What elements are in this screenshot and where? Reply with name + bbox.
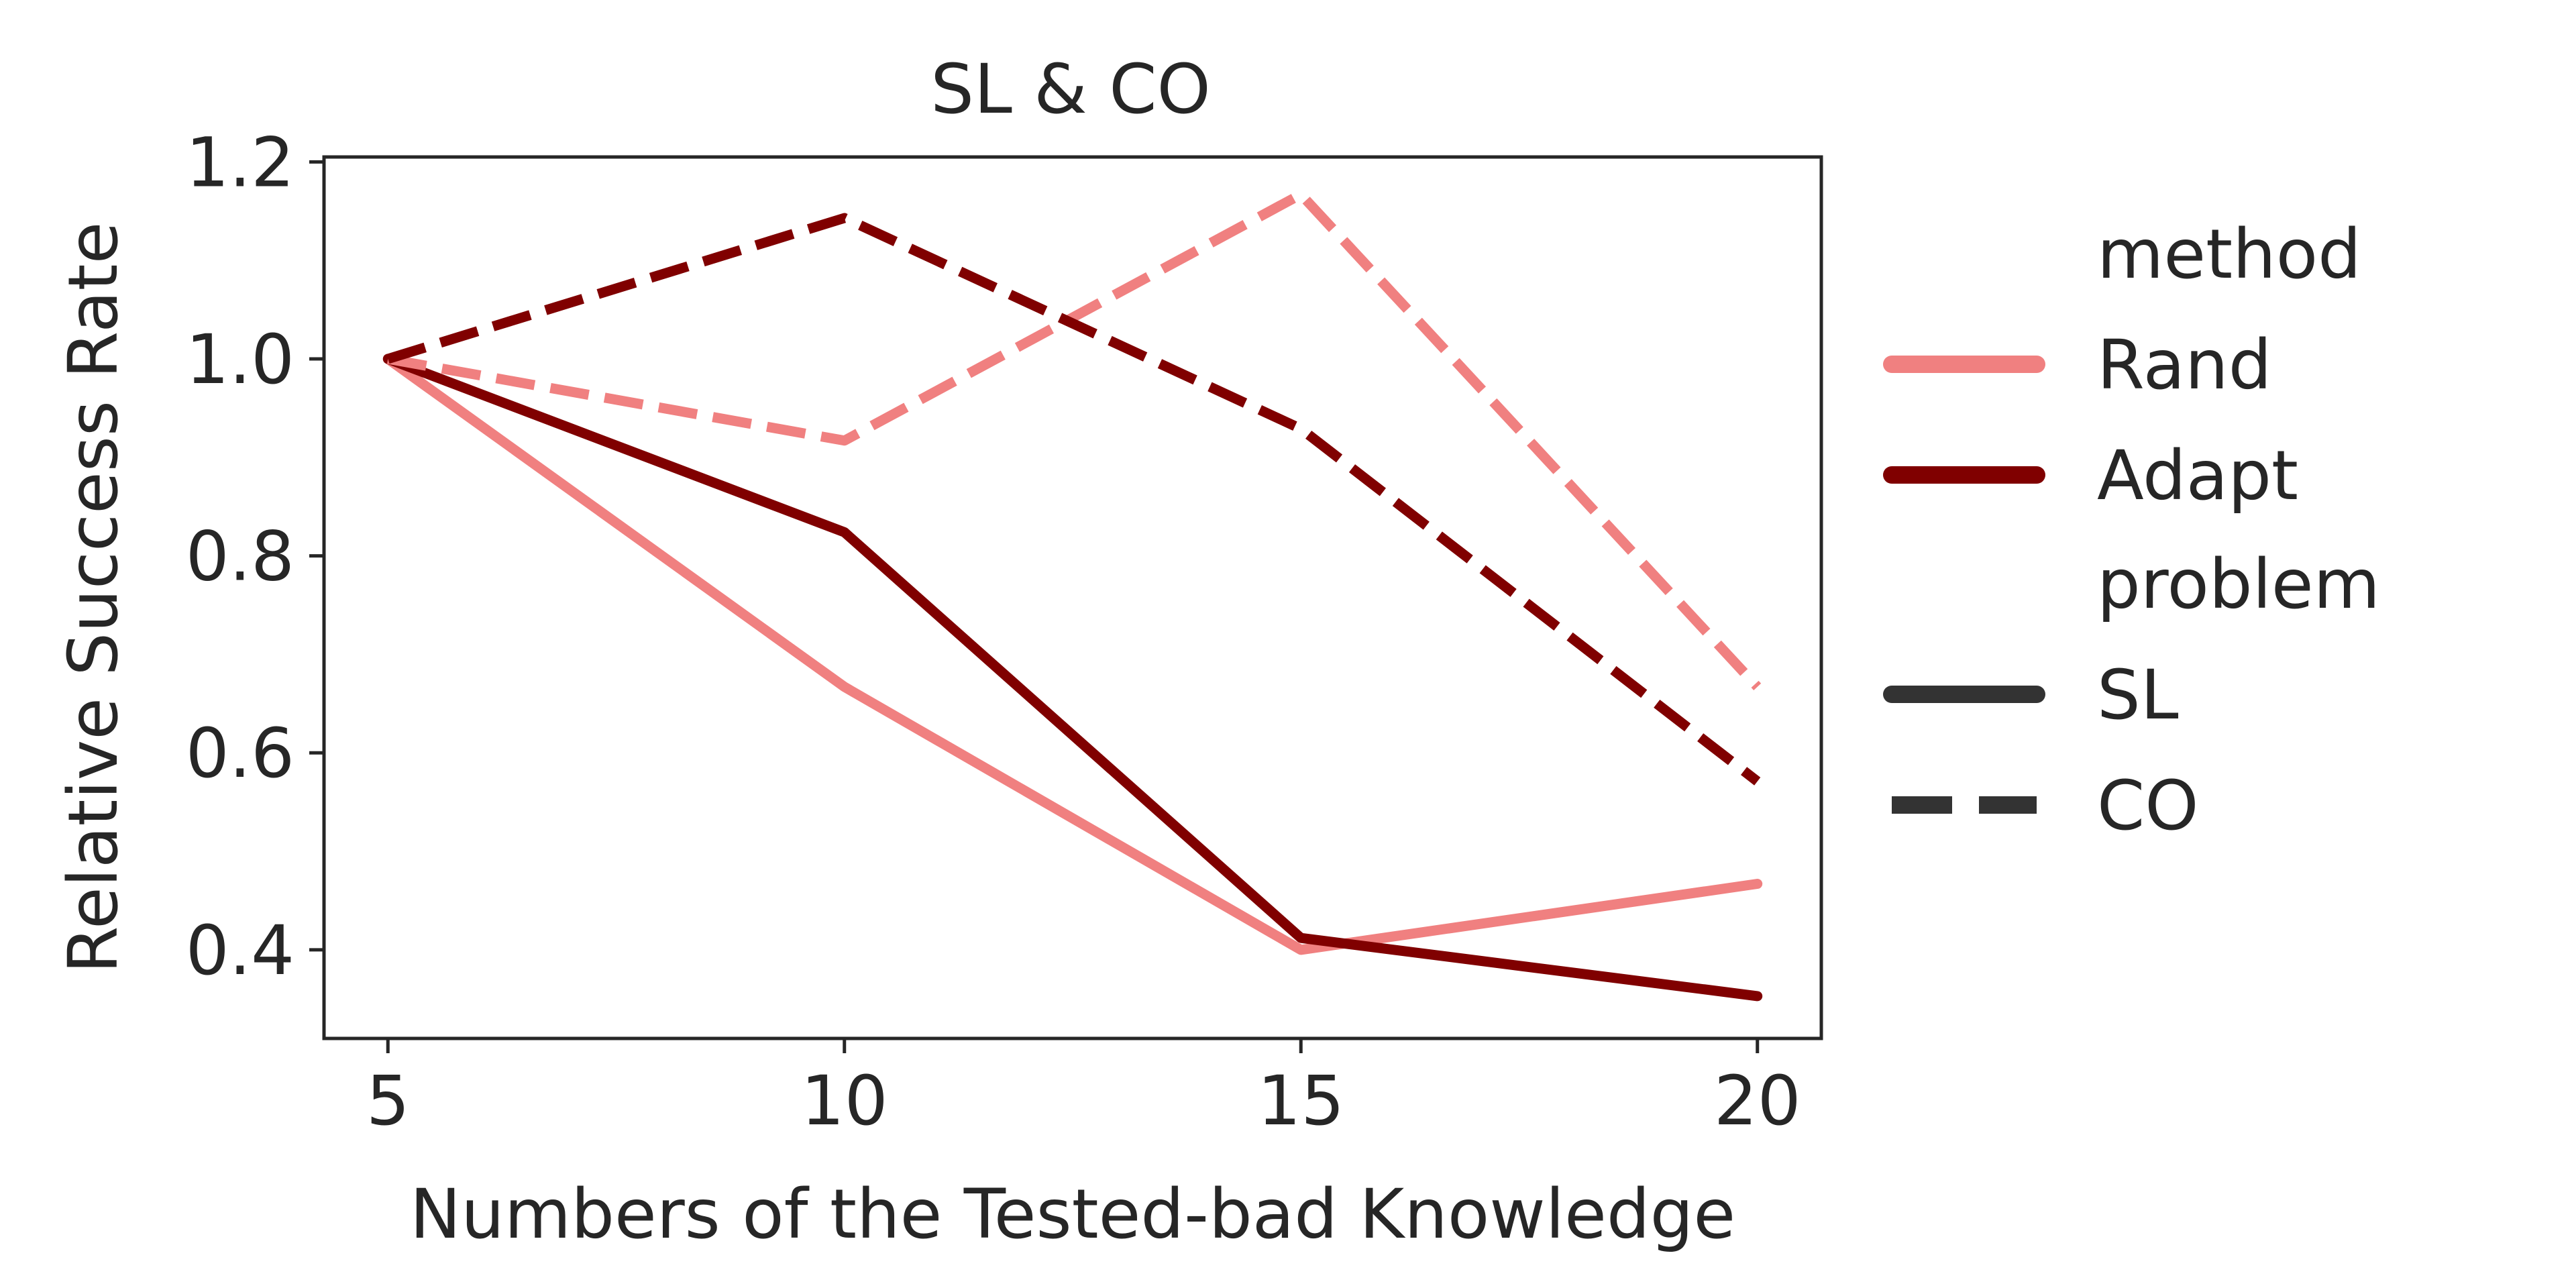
legend: method Rand Adapt problem SL CO xyxy=(1883,215,2380,846)
x-tick-label: 20 xyxy=(1714,1061,1801,1141)
legend-title-problem: problem xyxy=(2097,545,2380,625)
legend-title-method: method xyxy=(2097,215,2361,294)
series-line-rand-co xyxy=(386,189,1762,690)
legend-label-sl: SL xyxy=(2097,655,2179,735)
chart-title: SL & CO xyxy=(930,50,1210,129)
plot-area xyxy=(382,189,1763,1002)
x-tick-label: 15 xyxy=(1257,1061,1344,1141)
x-axis-label: Numbers of the Tested-bad Knowledge xyxy=(410,1175,1735,1254)
y-axis-label: Relative Success Rate xyxy=(54,222,133,974)
series-line-adapt-sl xyxy=(382,354,1763,1002)
y-tick-label: 0.6 xyxy=(186,714,294,794)
x-axis: 5 10 15 20 xyxy=(366,1038,1801,1141)
legend-label-rand: Rand xyxy=(2097,325,2272,405)
y-tick-label: 0.8 xyxy=(186,517,294,597)
plot-frame xyxy=(322,155,1823,1040)
x-tick-label: 10 xyxy=(801,1061,888,1141)
y-tick-label: 0.4 xyxy=(186,911,294,991)
y-axis: 0.4 0.6 0.8 1.0 1.2 xyxy=(186,123,324,991)
y-tick-label: 1.2 xyxy=(186,123,294,203)
series-line-rand-sl xyxy=(382,354,1763,955)
series-line-adapt-co xyxy=(386,213,1761,786)
legend-label-adapt: Adapt xyxy=(2097,436,2298,516)
y-tick-label: 1.0 xyxy=(186,320,294,400)
x-tick-label: 5 xyxy=(366,1061,410,1141)
legend-label-co: CO xyxy=(2097,766,2199,846)
